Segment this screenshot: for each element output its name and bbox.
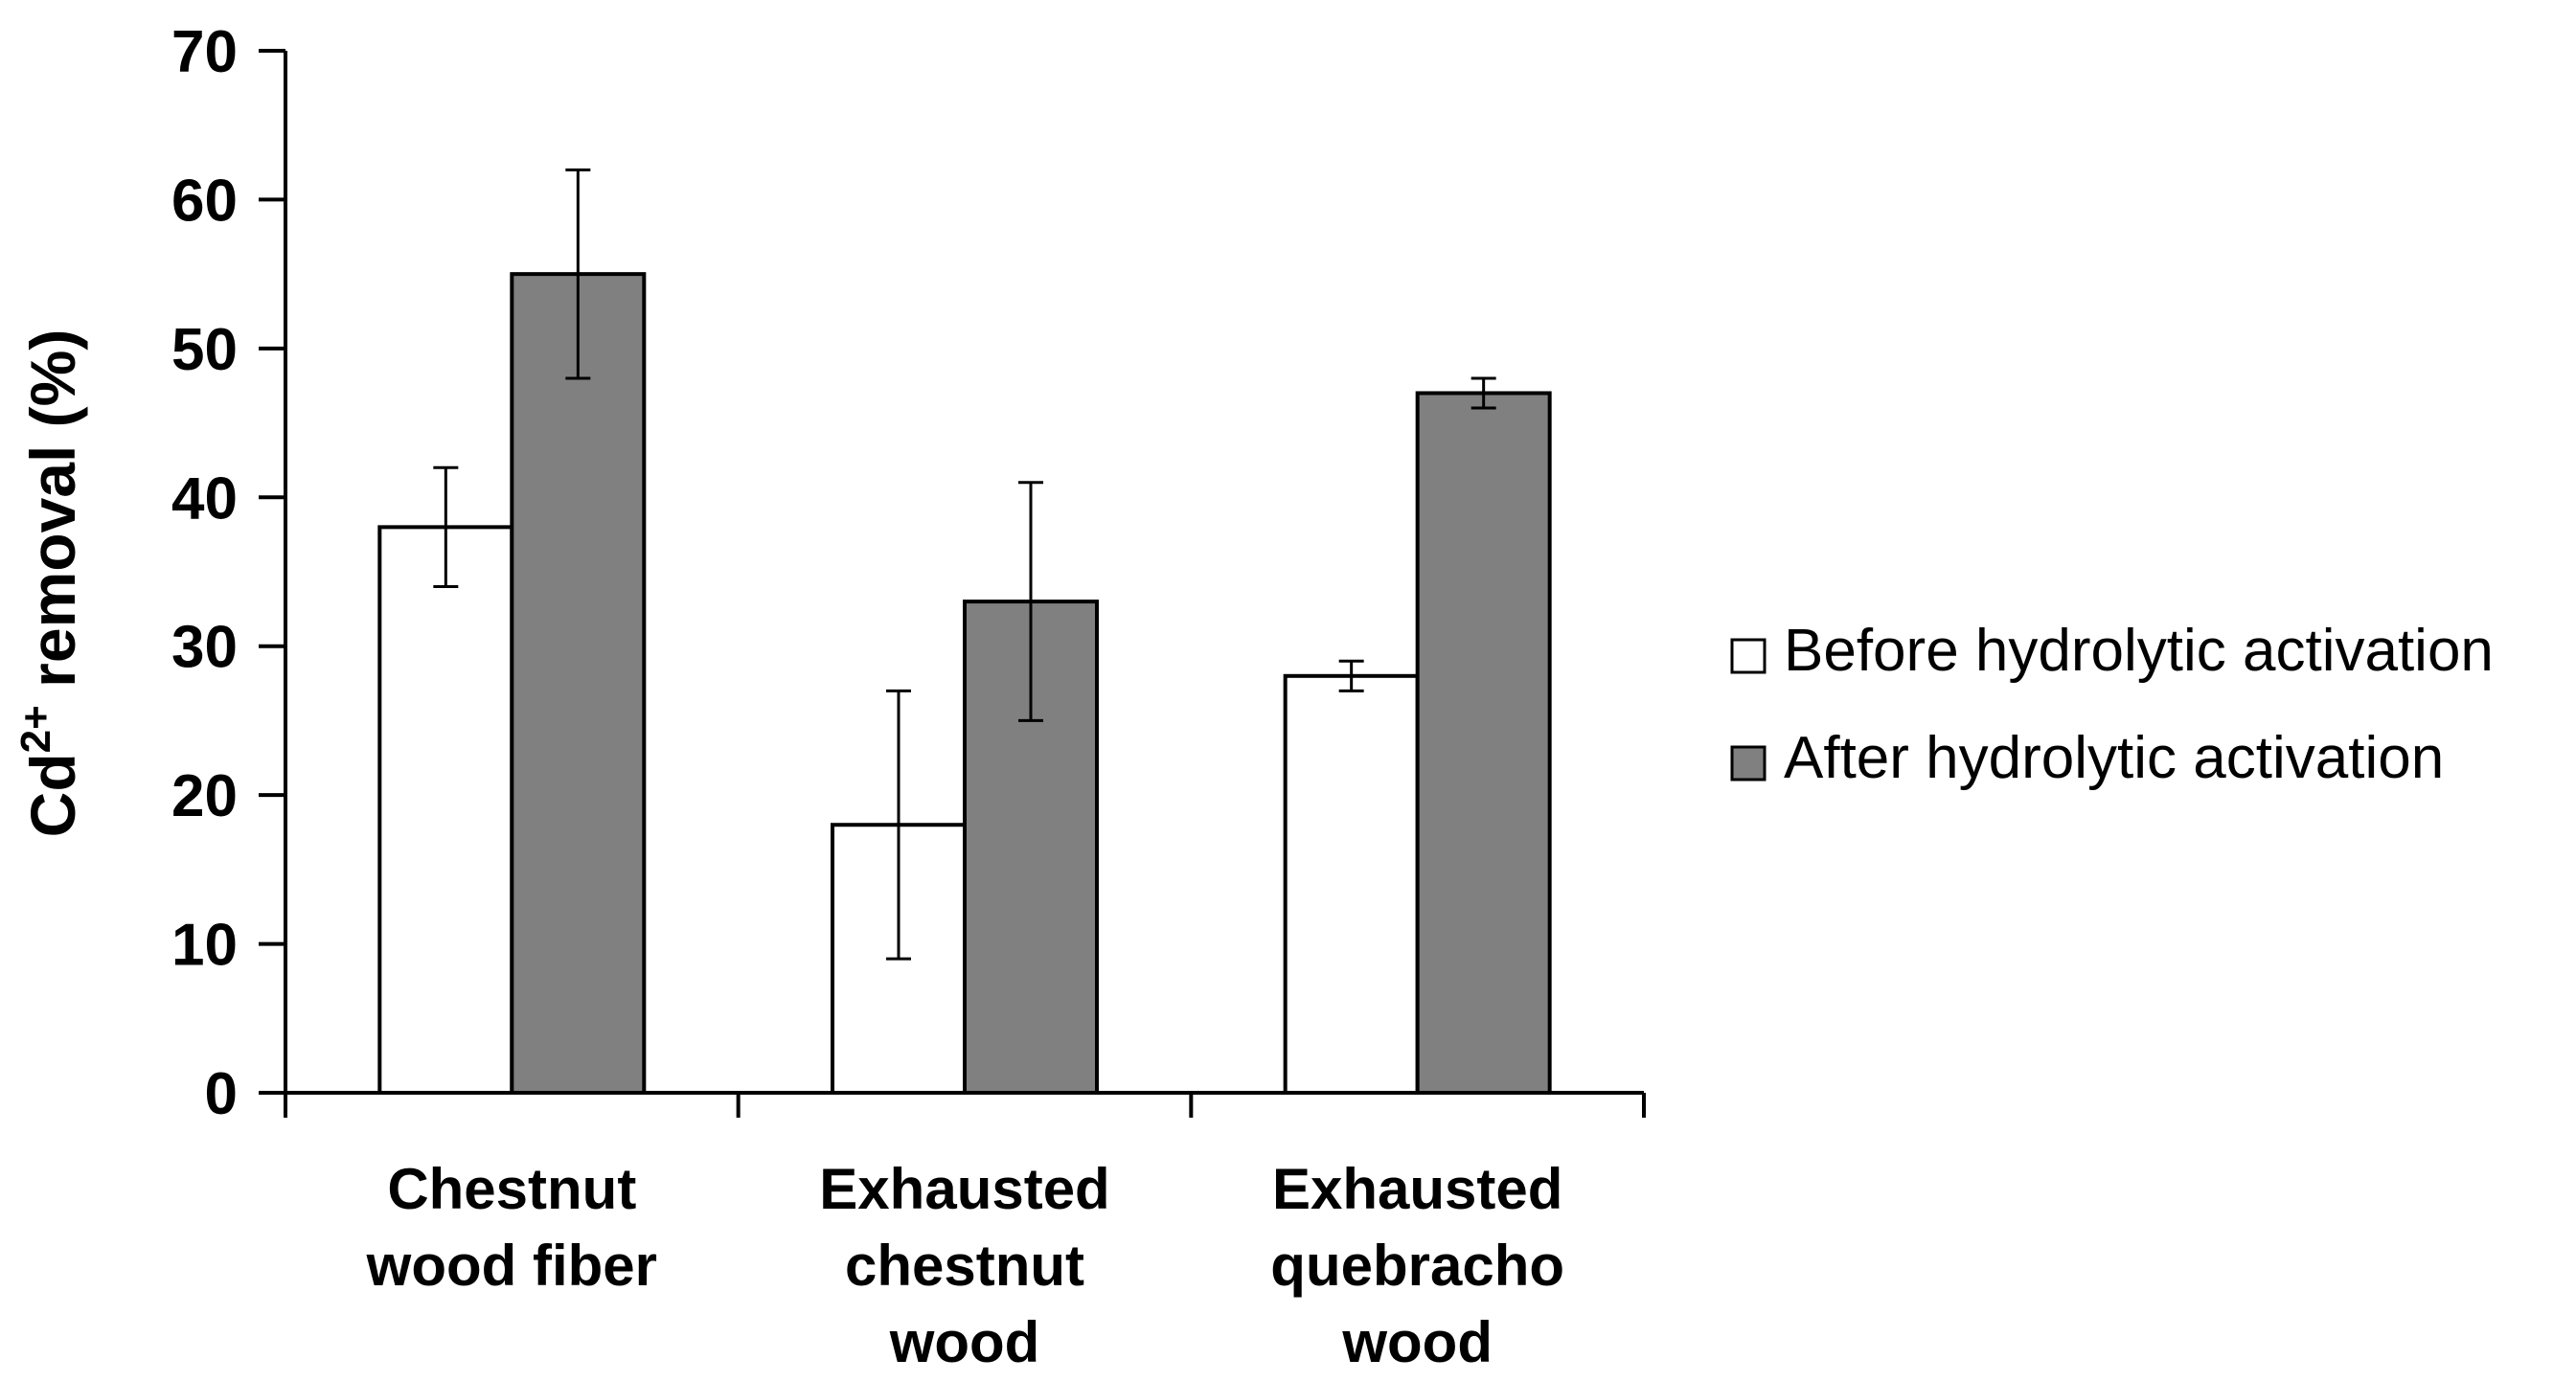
- bar-after-2: [1415, 391, 1552, 1095]
- y-axis-title-suffix: removal (%): [17, 329, 88, 705]
- category-label-line: wood: [889, 1310, 1040, 1374]
- y-tick-label: 0: [205, 1061, 238, 1127]
- y-axis-title-prefix: Cd: [17, 753, 88, 837]
- x-axis: [284, 1091, 1646, 1118]
- y-axis-label: Cd2+ removal (%): [12, 329, 88, 838]
- category-label-line: wood: [1341, 1310, 1493, 1374]
- legend-label: After hydrolytic activation: [1784, 725, 2444, 791]
- bar-before-2: [1283, 673, 1420, 1095]
- category-label-line: quebracho: [1270, 1234, 1564, 1298]
- y-axis-title-superscript: 2+: [12, 705, 59, 753]
- category-label-line: wood fiber: [366, 1234, 657, 1298]
- y-tick-label: 70: [171, 19, 238, 85]
- y-tick-label: 50: [171, 317, 238, 383]
- category-label-line: Chestnut: [387, 1157, 636, 1221]
- bar-before-0: [377, 525, 514, 1095]
- y-tick-label: 60: [171, 168, 238, 234]
- y-tick-label: 30: [171, 615, 238, 681]
- legend-swatch: [1730, 745, 1767, 782]
- y-axis-title: Cd2+ removal (%): [12, 329, 88, 838]
- y-tick-label: 10: [171, 913, 238, 979]
- category-label-line: chestnut: [845, 1234, 1084, 1298]
- bar-after-0: [510, 272, 647, 1095]
- error-bars-group: [433, 168, 1496, 961]
- y-tick-label: 20: [171, 763, 238, 829]
- y-axis: 0 10 20 30 40 50 60 70: [171, 19, 287, 1127]
- category-labels: Chestnut wood fiber Exhausted chestnut wood E…: [366, 1157, 1564, 1374]
- legend[interactable]: Before hydrolytic activation After hydrol…: [1730, 618, 2494, 791]
- bars-group: [377, 272, 1552, 1095]
- y-tick-label: 40: [171, 465, 238, 532]
- legend-swatch: [1730, 638, 1767, 674]
- legend-label: Before hydrolytic activation: [1784, 618, 2494, 684]
- category-label-line: Exhausted: [1272, 1157, 1562, 1221]
- category-label-line: Exhausted: [819, 1157, 1109, 1221]
